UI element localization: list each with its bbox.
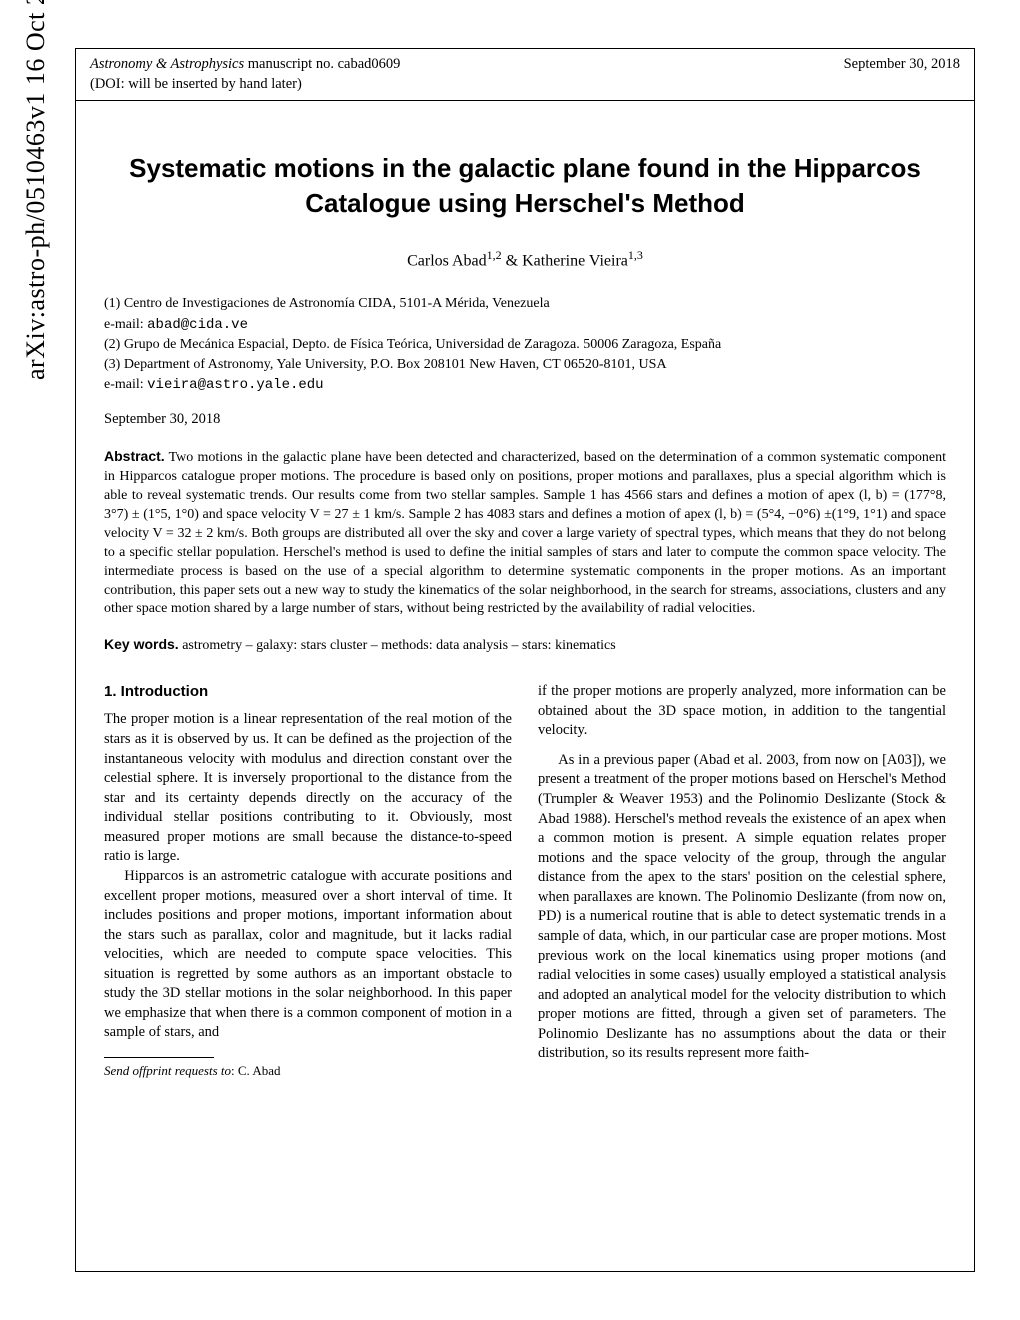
page-frame: Astronomy & Astrophysics manuscript no. … (75, 48, 975, 1272)
body-columns: 1. Introduction The proper motion is a l… (104, 682, 946, 1079)
email-2: e-mail: vieira@astro.yale.edu (104, 375, 946, 395)
affiliations: (1) Centro de Investigaciones de Astrono… (104, 294, 946, 395)
intro-para-3: if the proper motions are properly analy… (538, 682, 946, 741)
abstract-text: Two motions in the galactic plane have b… (104, 450, 946, 616)
column-left: 1. Introduction The proper motion is a l… (104, 682, 512, 1079)
footnote: Send offprint requests to: C. Abad (104, 1062, 512, 1080)
paper-title: Systematic motions in the galactic plane… (106, 151, 944, 221)
email-1: e-mail: abad@cida.ve (104, 315, 946, 335)
arxiv-identifier: arXiv:astro-ph/0510463v1 16 Oct 2005 (18, 0, 53, 380)
footnote-rule (104, 1057, 214, 1058)
intro-para-1: The proper motion is a linear representa… (104, 710, 512, 867)
email-1-addr: abad@cida.ve (147, 317, 248, 333)
running-header-date: September 30, 2018 (844, 55, 960, 75)
keywords: Key words. astrometry – galaxy: stars cl… (104, 635, 946, 656)
affiliation-1: (1) Centro de Investigaciones de Astrono… (104, 294, 946, 314)
section-1-heading: 1. Introduction (104, 682, 512, 702)
affiliation-2: (2) Grupo de Mecánica Espacial, Depto. d… (104, 335, 946, 355)
manuscript-no: manuscript no. cabad0609 (244, 56, 400, 72)
footnote-text: : C. Abad (231, 1063, 280, 1078)
intro-para-4: As in a previous paper (Abad et al. 2003… (538, 751, 946, 1064)
abstract-label: Abstract. (104, 448, 165, 464)
header-rule (76, 100, 974, 101)
received-date: September 30, 2018 (104, 410, 946, 430)
keywords-label: Key words. (104, 636, 179, 652)
abstract: Abstract. Two motions in the galactic pl… (104, 447, 946, 619)
affiliation-3: (3) Department of Astronomy, Yale Univer… (104, 355, 946, 375)
email-2-addr: vieira@astro.yale.edu (147, 377, 323, 393)
running-header: Astronomy & Astrophysics manuscript no. … (76, 49, 974, 75)
footnote-label: Send offprint requests to (104, 1063, 231, 1078)
keywords-text: astrometry – galaxy: stars cluster – met… (182, 638, 616, 653)
journal-name: Astronomy & Astrophysics (90, 56, 244, 72)
running-header-left: Astronomy & Astrophysics manuscript no. … (90, 55, 400, 75)
doi-line: (DOI: will be inserted by hand later) (76, 75, 974, 101)
authors: Carlos Abad1,2 & Katherine Vieira1,3 (76, 247, 974, 272)
column-right: if the proper motions are properly analy… (538, 682, 946, 1079)
intro-para-2: Hipparcos is an astrometric catalogue wi… (104, 867, 512, 1043)
